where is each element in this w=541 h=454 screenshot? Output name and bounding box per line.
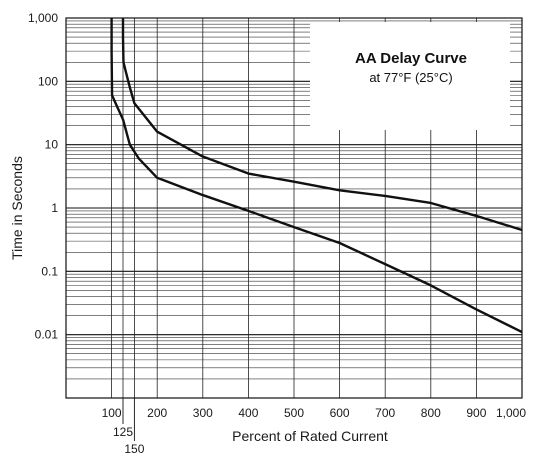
y-axis-tick-labels: 1,000 100 10 1 0.1 0.01 (28, 11, 58, 342)
x-tick-label: 200 (147, 406, 167, 420)
y-tick-label: 1 (51, 201, 58, 215)
y-tick-label: 1,000 (28, 11, 58, 25)
x-tick-label: 800 (421, 406, 441, 420)
x-tick-label: 100 (102, 406, 122, 420)
x-tick-label: 700 (375, 406, 395, 420)
plot-border (65, 17, 523, 399)
y-tick-label: 100 (38, 74, 58, 88)
y-axis-title: Time in Seconds (9, 156, 25, 260)
x-tick-label: 125 (113, 425, 133, 439)
delay-curve-2 (121, 18, 523, 232)
chart-subtitle: at 77°F (25°C) (369, 70, 452, 85)
y-tick-label: 10 (45, 138, 59, 152)
x-tick-label: 1,000 (496, 406, 526, 420)
x-axis-title: Percent of Rated Current (232, 428, 388, 444)
y-tick-label: 0.01 (35, 328, 59, 342)
y-tick-label: 0.1 (41, 264, 58, 278)
delay-curve-1 (110, 18, 523, 334)
x-tick-label: 150 (124, 442, 144, 454)
curve-series (110, 18, 523, 334)
x-tick-label: 300 (193, 406, 213, 420)
plot-frame (65, 17, 523, 399)
x-tick-label: 600 (330, 406, 350, 420)
x-tick-label: 900 (466, 406, 486, 420)
x-tick-label: 500 (284, 406, 304, 420)
x-axis-tick-labels: 100 125 150 200 300 400 500 600 700 800 900 1,000 (102, 398, 526, 454)
x-tick-label: 400 (238, 406, 258, 420)
title-background (310, 22, 510, 130)
chart-title: AA Delay Curve (355, 50, 467, 67)
